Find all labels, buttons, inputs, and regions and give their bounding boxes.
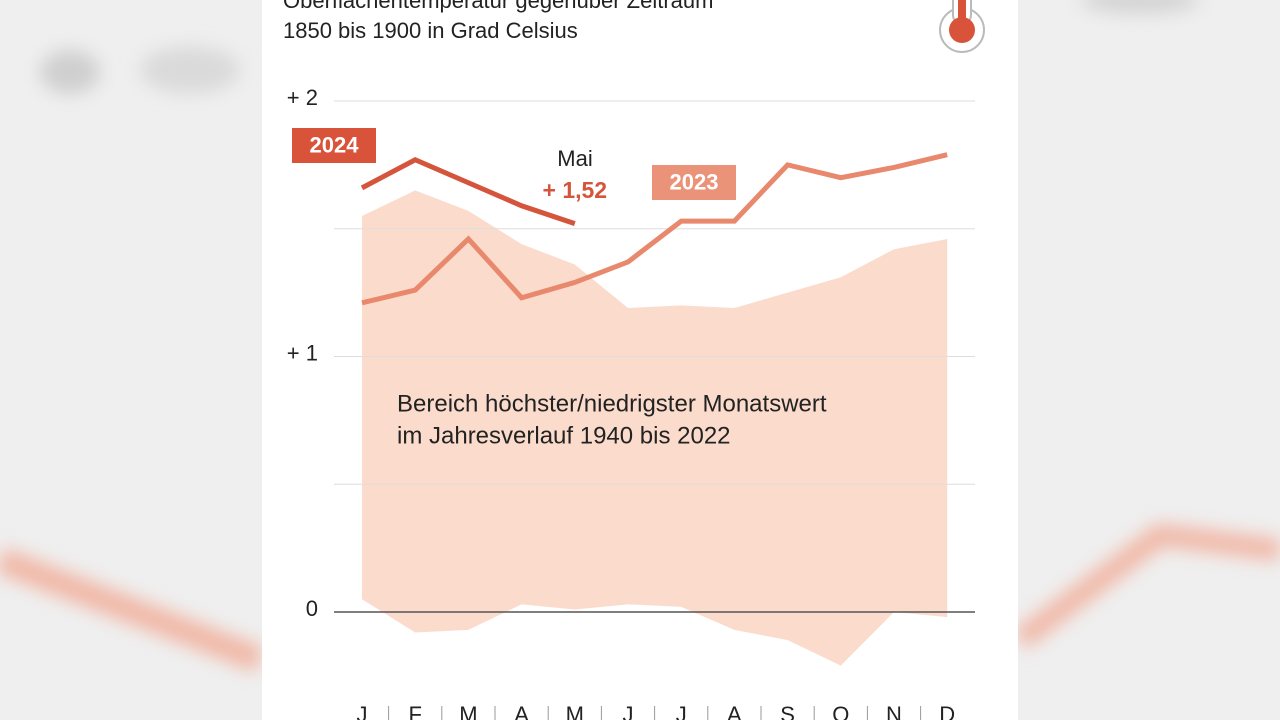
x-tick-label: A xyxy=(727,702,742,720)
x-tick-label: O xyxy=(832,702,849,720)
range-band xyxy=(362,190,948,666)
band-label: Bereich höchster/niedrigster Monatswert xyxy=(397,390,827,417)
title-line: 1850 bis 1900 in Grad Celsius xyxy=(283,18,578,43)
x-tick-label: D xyxy=(939,702,955,720)
x-tick-label: J xyxy=(676,702,687,720)
x-tick-label: F xyxy=(408,702,421,720)
blurred-background xyxy=(0,0,1280,673)
series-label-box xyxy=(292,128,376,163)
value-label: + 1,52 xyxy=(543,177,608,203)
title-line: Oberflächentemperatur gegenüber Zeitraum xyxy=(283,0,713,13)
x-tick-label: J xyxy=(357,702,368,720)
annotation: Mai xyxy=(557,146,592,171)
y-tick-label: 0 xyxy=(306,596,318,621)
x-tick-label: A xyxy=(514,702,529,720)
band-label: im Jahresverlauf 1940 bis 2022 xyxy=(397,422,731,449)
x-tick-label: S xyxy=(780,702,795,720)
y-tick-label: + 2 xyxy=(287,85,318,110)
x-tick-label: M xyxy=(566,702,584,720)
series-label-box xyxy=(652,165,736,200)
x-tick-label: M xyxy=(459,702,477,720)
y-tick-label: + 1 xyxy=(287,340,318,365)
thermometer-icon xyxy=(939,0,985,53)
series-label: 2023 xyxy=(670,169,719,194)
x-tick-label: N xyxy=(886,702,902,720)
series-line xyxy=(360,156,576,227)
series-label: 2024 xyxy=(310,132,360,157)
series-line xyxy=(361,152,948,306)
x-tick-label: J xyxy=(623,702,634,720)
